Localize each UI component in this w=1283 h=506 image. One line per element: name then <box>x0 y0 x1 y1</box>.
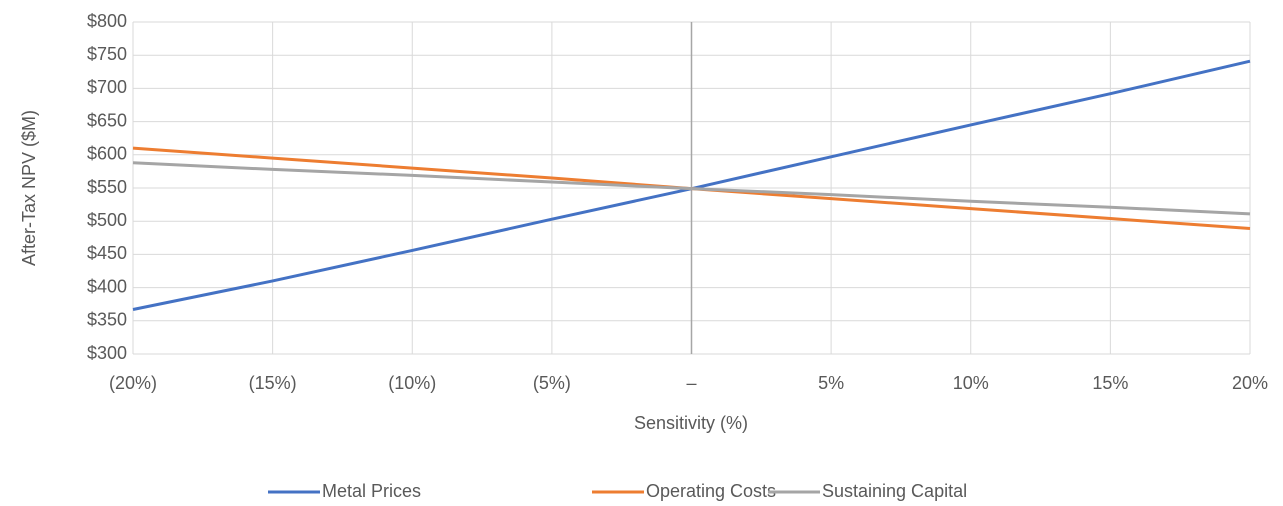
x-tick-label: (10%) <box>388 373 436 393</box>
x-axis-label: Sensitivity (%) <box>634 413 748 433</box>
y-tick-label: $700 <box>87 77 127 97</box>
x-tick-label: – <box>686 373 696 393</box>
y-axis-label: After-Tax NPV ($M) <box>19 110 39 266</box>
y-tick-label: $800 <box>87 11 127 31</box>
x-tick-label: 20% <box>1232 373 1268 393</box>
legend-label: Sustaining Capital <box>822 481 967 501</box>
y-tick-label: $300 <box>87 343 127 363</box>
x-tick-label: (20%) <box>109 373 157 393</box>
y-tick-label: $350 <box>87 310 127 330</box>
y-tick-label: $500 <box>87 210 127 230</box>
series-line <box>132 161 1251 216</box>
y-tick-label: $400 <box>87 276 127 296</box>
legend-label: Metal Prices <box>322 481 421 501</box>
x-tick-label: (5%) <box>533 373 571 393</box>
x-tick-label: (15%) <box>249 373 297 393</box>
y-tick-label: $550 <box>87 177 127 197</box>
y-tick-label: $750 <box>87 44 127 64</box>
legend-label: Operating Costs <box>646 481 776 501</box>
y-tick-label: $650 <box>87 110 127 130</box>
x-tick-label: 15% <box>1092 373 1128 393</box>
x-tick-label: 5% <box>818 373 844 393</box>
y-tick-label: $600 <box>87 144 127 164</box>
y-tick-label: $450 <box>87 243 127 263</box>
x-tick-label: 10% <box>953 373 989 393</box>
